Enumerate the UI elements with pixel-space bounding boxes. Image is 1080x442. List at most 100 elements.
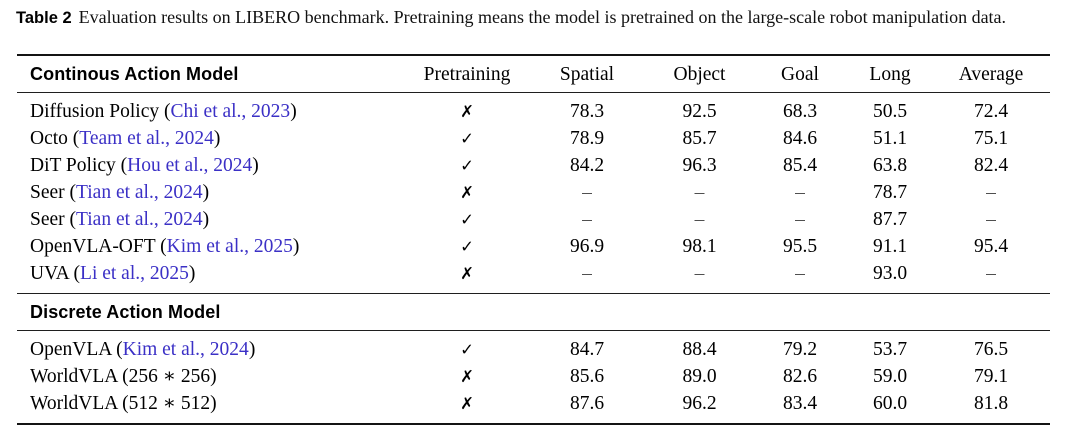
metric-value: 59.0 [872,366,908,387]
metric-value: – [795,209,805,230]
pretraining-mark: ✗ [460,264,474,283]
table-row-worldvla-512: WorldVLA (512 ∗ 512) ✗ 87.6 96.2 83.4 60… [17,390,1050,417]
metric-value: 95.4 [973,236,1009,257]
model-name: WorldVLA (256 ∗ 256) [17,363,407,390]
model-name: Seer (Tian et al., 2024) [17,179,407,206]
model-prefix: OpenVLA-OFT ( [30,236,167,257]
pretraining-mark: ✓ [460,237,474,256]
metric-value: 96.9 [569,236,605,257]
table-header-row: Continous Action Model Pretraining Spati… [17,56,1050,92]
metric-value: 82.4 [973,155,1009,176]
metric-value: 84.6 [782,128,818,149]
citation-link[interactable]: Kim et al., 2025 [166,236,293,257]
metric-value: 87.6 [569,393,605,414]
citation-link[interactable]: Team et al., 2024 [79,128,214,149]
table-caption: Table 2 Evaluation results on LIBERO benc… [16,6,1070,30]
metric-value: 96.3 [682,155,717,176]
metric-value: 78.7 [872,182,908,203]
table-top-rule [17,54,1050,56]
pretraining-mark: ✓ [460,156,474,175]
metric-value: 84.2 [569,155,605,176]
metric-value: – [582,182,592,203]
metric-value: 76.5 [973,339,1009,360]
table-row-worldvla-256: WorldVLA (256 ∗ 256) ✗ 85.6 89.0 82.6 59… [17,363,1050,390]
model-suffix: ) [202,182,210,203]
pretraining-mark: ✗ [460,394,474,413]
model-prefix: Seer ( [30,209,77,230]
table-caption-label: Table 2 [16,9,72,27]
metric-value: – [795,182,805,203]
metric-value: – [582,209,592,230]
table-row-openvla: OpenVLA (Kim et al., 2024) ✓ 84.7 88.4 7… [17,336,1050,363]
model-suffix: ) [248,339,256,360]
model-suffix: ) [290,101,297,122]
model-suffix: ) [292,236,300,257]
metric-value: 78.9 [569,128,605,149]
metric-value: 79.2 [782,339,818,360]
section-header-discrete: Discrete Action Model [30,301,221,322]
column-header-goal: Goal [781,63,819,85]
metric-value: 85.6 [569,366,605,387]
table-caption-text: Evaluation results on LIBERO benchmark. … [78,7,1007,27]
model-prefix: Octo ( [30,128,80,149]
metric-value: 87.7 [872,209,908,230]
citation-link[interactable]: Tian et al., 2024 [76,182,203,203]
metric-value: 78.3 [569,101,605,122]
metric-value: 91.1 [872,236,908,257]
pretraining-mark: ✓ [460,210,474,229]
metric-value: – [795,263,805,284]
column-header-average: Average [958,63,1024,85]
metric-value: 92.5 [682,101,717,122]
section-header-row-discrete: Discrete Action Model [17,294,1050,330]
model-prefix: Seer ( [30,182,77,203]
metric-value: 81.8 [973,393,1009,414]
column-header-pretraining: Pretraining [423,63,511,85]
model-suffix: ) [213,128,221,149]
section-header-continuous: Continous Action Model [30,63,239,84]
column-header-long: Long [869,63,911,85]
model-prefix: OpenVLA ( [30,339,123,360]
citation-link[interactable]: Tian et al., 2024 [76,209,203,230]
citation-link[interactable]: Hou et al., 2024 [127,155,253,176]
table-row-dit-policy: DiT Policy (Hou et al., 2024) ✓ 84.2 96.… [17,152,1050,179]
citation-link[interactable]: Chi et al., 2023 [170,101,291,122]
model-name: OpenVLA (Kim et al., 2024) [17,336,407,363]
metric-value: 93.0 [872,263,908,284]
metric-value: 96.2 [682,393,717,414]
model-name: OpenVLA-OFT (Kim et al., 2025) [17,233,407,260]
pretraining-mark: ✓ [460,129,474,148]
model-name: Seer (Tian et al., 2024) [17,206,407,233]
model-prefix: WorldVLA (512 ∗ 512) [30,393,217,414]
pretraining-mark: ✗ [460,183,474,202]
metric-value: 98.1 [682,236,717,257]
model-suffix: ) [252,155,259,176]
model-name: DiT Policy (Hou et al., 2024) [17,152,407,179]
metric-value: – [986,209,996,230]
continuous-model-rows: Diffusion Policy (Chi et al., 2023) ✗ 78… [17,93,1050,293]
table-bottom-rule [17,423,1050,425]
citation-link[interactable]: Li et al., 2025 [80,263,189,284]
model-name: UVA (Li et al., 2025) [17,260,407,287]
metric-value: 85.4 [782,155,818,176]
model-suffix: ) [202,209,210,230]
metric-value: – [694,209,705,230]
metric-value: 89.0 [682,366,717,387]
column-header-object: Object [673,63,726,85]
discrete-model-rows: OpenVLA (Kim et al., 2024) ✓ 84.7 88.4 7… [17,331,1050,423]
metric-value: 83.4 [782,393,818,414]
metric-value: – [694,263,705,284]
metric-value: 68.3 [782,101,818,122]
table-row-octo: Octo (Team et al., 2024) ✓ 78.9 85.7 84.… [17,125,1050,152]
metric-value: – [986,182,996,203]
citation-link[interactable]: Kim et al., 2024 [122,339,249,360]
metric-value: 79.1 [973,366,1009,387]
metric-value: 88.4 [682,339,717,360]
model-prefix: UVA ( [30,263,81,284]
metric-value: – [582,263,592,284]
section-header-rule [17,330,1050,331]
pretraining-mark: ✗ [460,102,474,121]
metric-value: 75.1 [973,128,1009,149]
column-header-spatial: Spatial [559,63,615,85]
model-prefix: DiT Policy ( [30,155,128,176]
model-name: Octo (Team et al., 2024) [17,125,407,152]
